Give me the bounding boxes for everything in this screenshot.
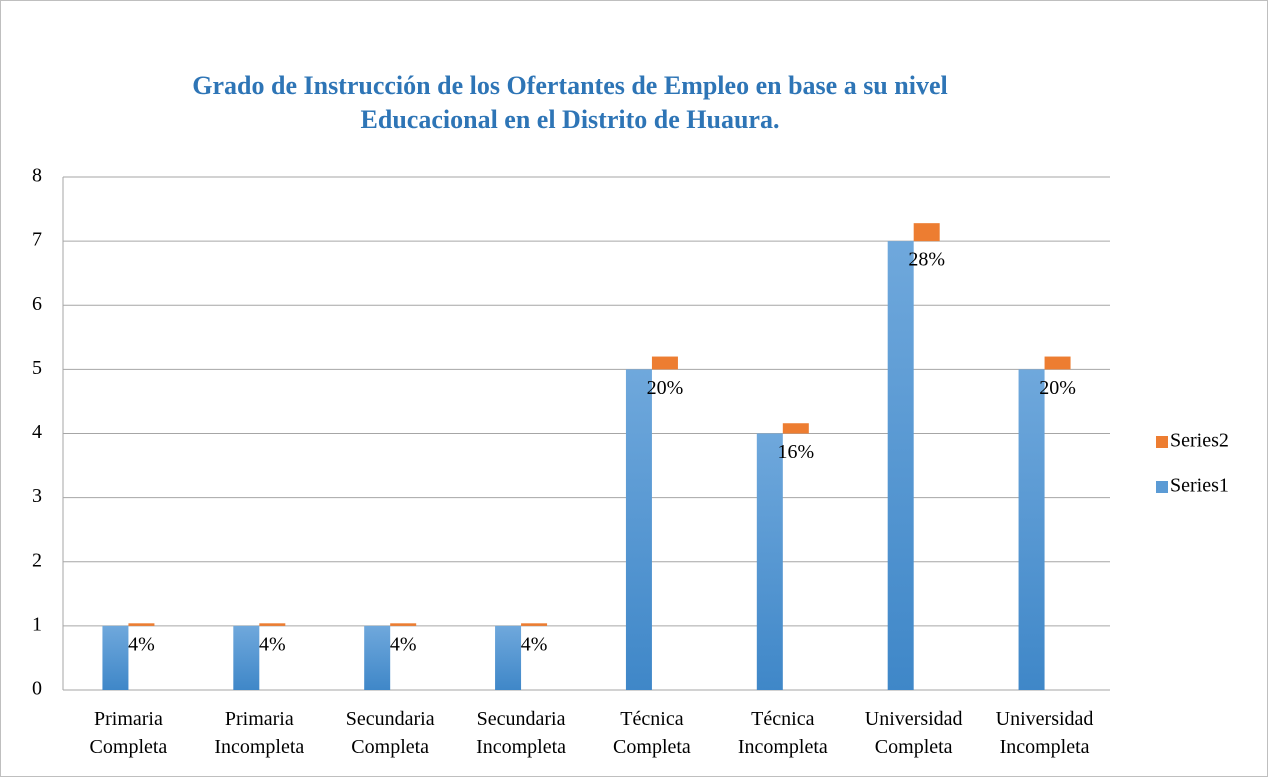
y-tick-label: 6 bbox=[32, 293, 42, 315]
bar-segment bbox=[913, 223, 940, 242]
bar-segment bbox=[390, 623, 417, 626]
x-tick-label: Técnica Completa bbox=[613, 708, 691, 758]
bar-segment bbox=[128, 623, 155, 626]
y-tick-label: 8 bbox=[32, 165, 42, 187]
bar-segment bbox=[782, 423, 809, 434]
bar-segment bbox=[259, 623, 286, 626]
data-label: 20% bbox=[1039, 377, 1076, 399]
y-tick-label: 3 bbox=[32, 485, 42, 507]
y-tick-label: 1 bbox=[32, 613, 42, 635]
data-label: 4% bbox=[390, 633, 417, 655]
data-label: 4% bbox=[259, 633, 286, 655]
chart-subtitle: Educacional en el Distrito de Huaura. bbox=[361, 105, 780, 134]
bar-segment bbox=[495, 625, 522, 690]
x-tick-label: Técnica Incompleta bbox=[738, 708, 828, 758]
legend-swatch bbox=[1156, 481, 1168, 493]
data-label: 28% bbox=[908, 249, 945, 271]
bar-segment bbox=[651, 356, 678, 370]
data-label: 20% bbox=[647, 377, 684, 399]
bar-segment bbox=[756, 433, 783, 690]
bar-segment bbox=[1018, 369, 1045, 690]
x-tick-label: Secundaria Incompleta bbox=[476, 708, 566, 758]
bar-segment bbox=[233, 625, 260, 690]
x-tick-label: Secundaria Completa bbox=[346, 708, 435, 758]
legend-label: Series2 bbox=[1170, 430, 1229, 452]
legend-swatch bbox=[1156, 436, 1168, 448]
y-tick-label: 0 bbox=[32, 678, 42, 700]
x-tick-label: Universidad Incompleta bbox=[996, 708, 1094, 758]
bar-segment bbox=[102, 625, 129, 690]
chart-title: Grado de Instrucción de los Ofertantes d… bbox=[192, 71, 947, 100]
x-tick-label: Primaria Completa bbox=[90, 708, 168, 758]
y-tick-label: 2 bbox=[32, 549, 42, 571]
bar-segment bbox=[1044, 356, 1071, 370]
bar-segment bbox=[521, 623, 548, 626]
y-tick-label: 5 bbox=[32, 357, 42, 379]
y-tick-label: 4 bbox=[32, 421, 42, 443]
legend-label: Series1 bbox=[1170, 475, 1229, 497]
data-label: 16% bbox=[777, 441, 814, 463]
data-label: 4% bbox=[521, 633, 548, 655]
x-tick-label: Primaria Incompleta bbox=[214, 708, 304, 758]
x-tick-label: Universidad Completa bbox=[865, 708, 963, 758]
bar-segment bbox=[887, 241, 914, 690]
bar-segment bbox=[364, 625, 391, 690]
data-label: 4% bbox=[128, 633, 155, 655]
y-tick-label: 7 bbox=[32, 229, 42, 251]
bar-segment bbox=[625, 369, 652, 690]
